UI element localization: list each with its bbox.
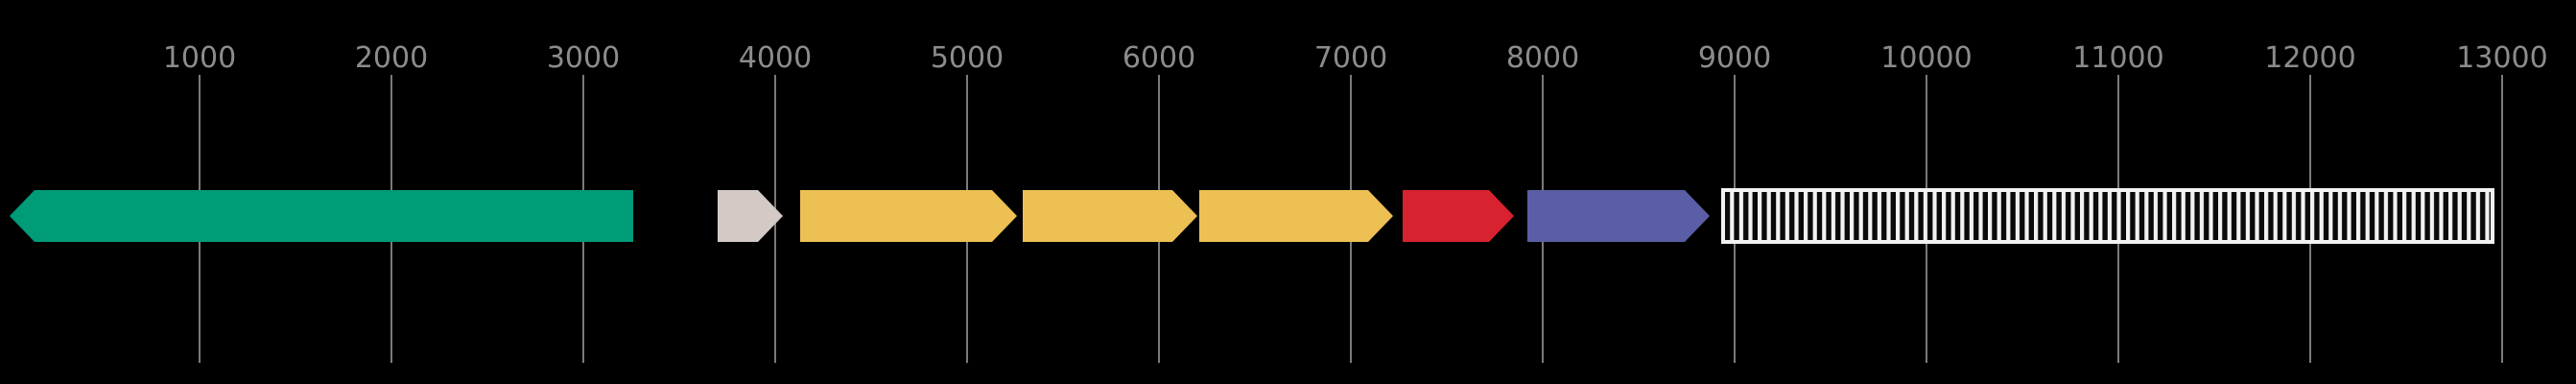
axis-tick-label: 5000: [931, 41, 1004, 75]
gene-feature-arrow-feature-6[interactable]: [1403, 190, 1514, 242]
gene-feature-arrow-feature-7[interactable]: [1527, 190, 1710, 242]
axis-tick-label: 11000: [2072, 41, 2163, 75]
gene-feature-arrow-feature-5[interactable]: [1199, 190, 1393, 242]
axis-tick-label: 9000: [1698, 41, 1771, 75]
axis-tick-label: 8000: [1506, 41, 1579, 75]
axis-tick-label: 12000: [2264, 41, 2355, 75]
axis-tick-label: 4000: [739, 41, 812, 75]
axis-tick-label: 6000: [1123, 41, 1195, 75]
gene-feature-striped[interactable]: [1721, 188, 2494, 244]
gene-feature-arrow-feature-2[interactable]: [718, 190, 783, 242]
axis-tick-label: 7000: [1314, 41, 1387, 75]
axis-tick-label: 13000: [2456, 41, 2547, 75]
axis-tick-label: 10000: [1880, 41, 1972, 75]
axis-tick-label: 2000: [355, 41, 428, 75]
gene-feature-arrow-feature-4[interactable]: [1023, 190, 1197, 242]
axis-tick-label: 1000: [163, 41, 236, 75]
axis-tick-label: 3000: [547, 41, 620, 75]
gene-feature-arrow-feature-3[interactable]: [800, 190, 1017, 242]
gene-feature-arrow-feature-1[interactable]: [10, 190, 633, 242]
